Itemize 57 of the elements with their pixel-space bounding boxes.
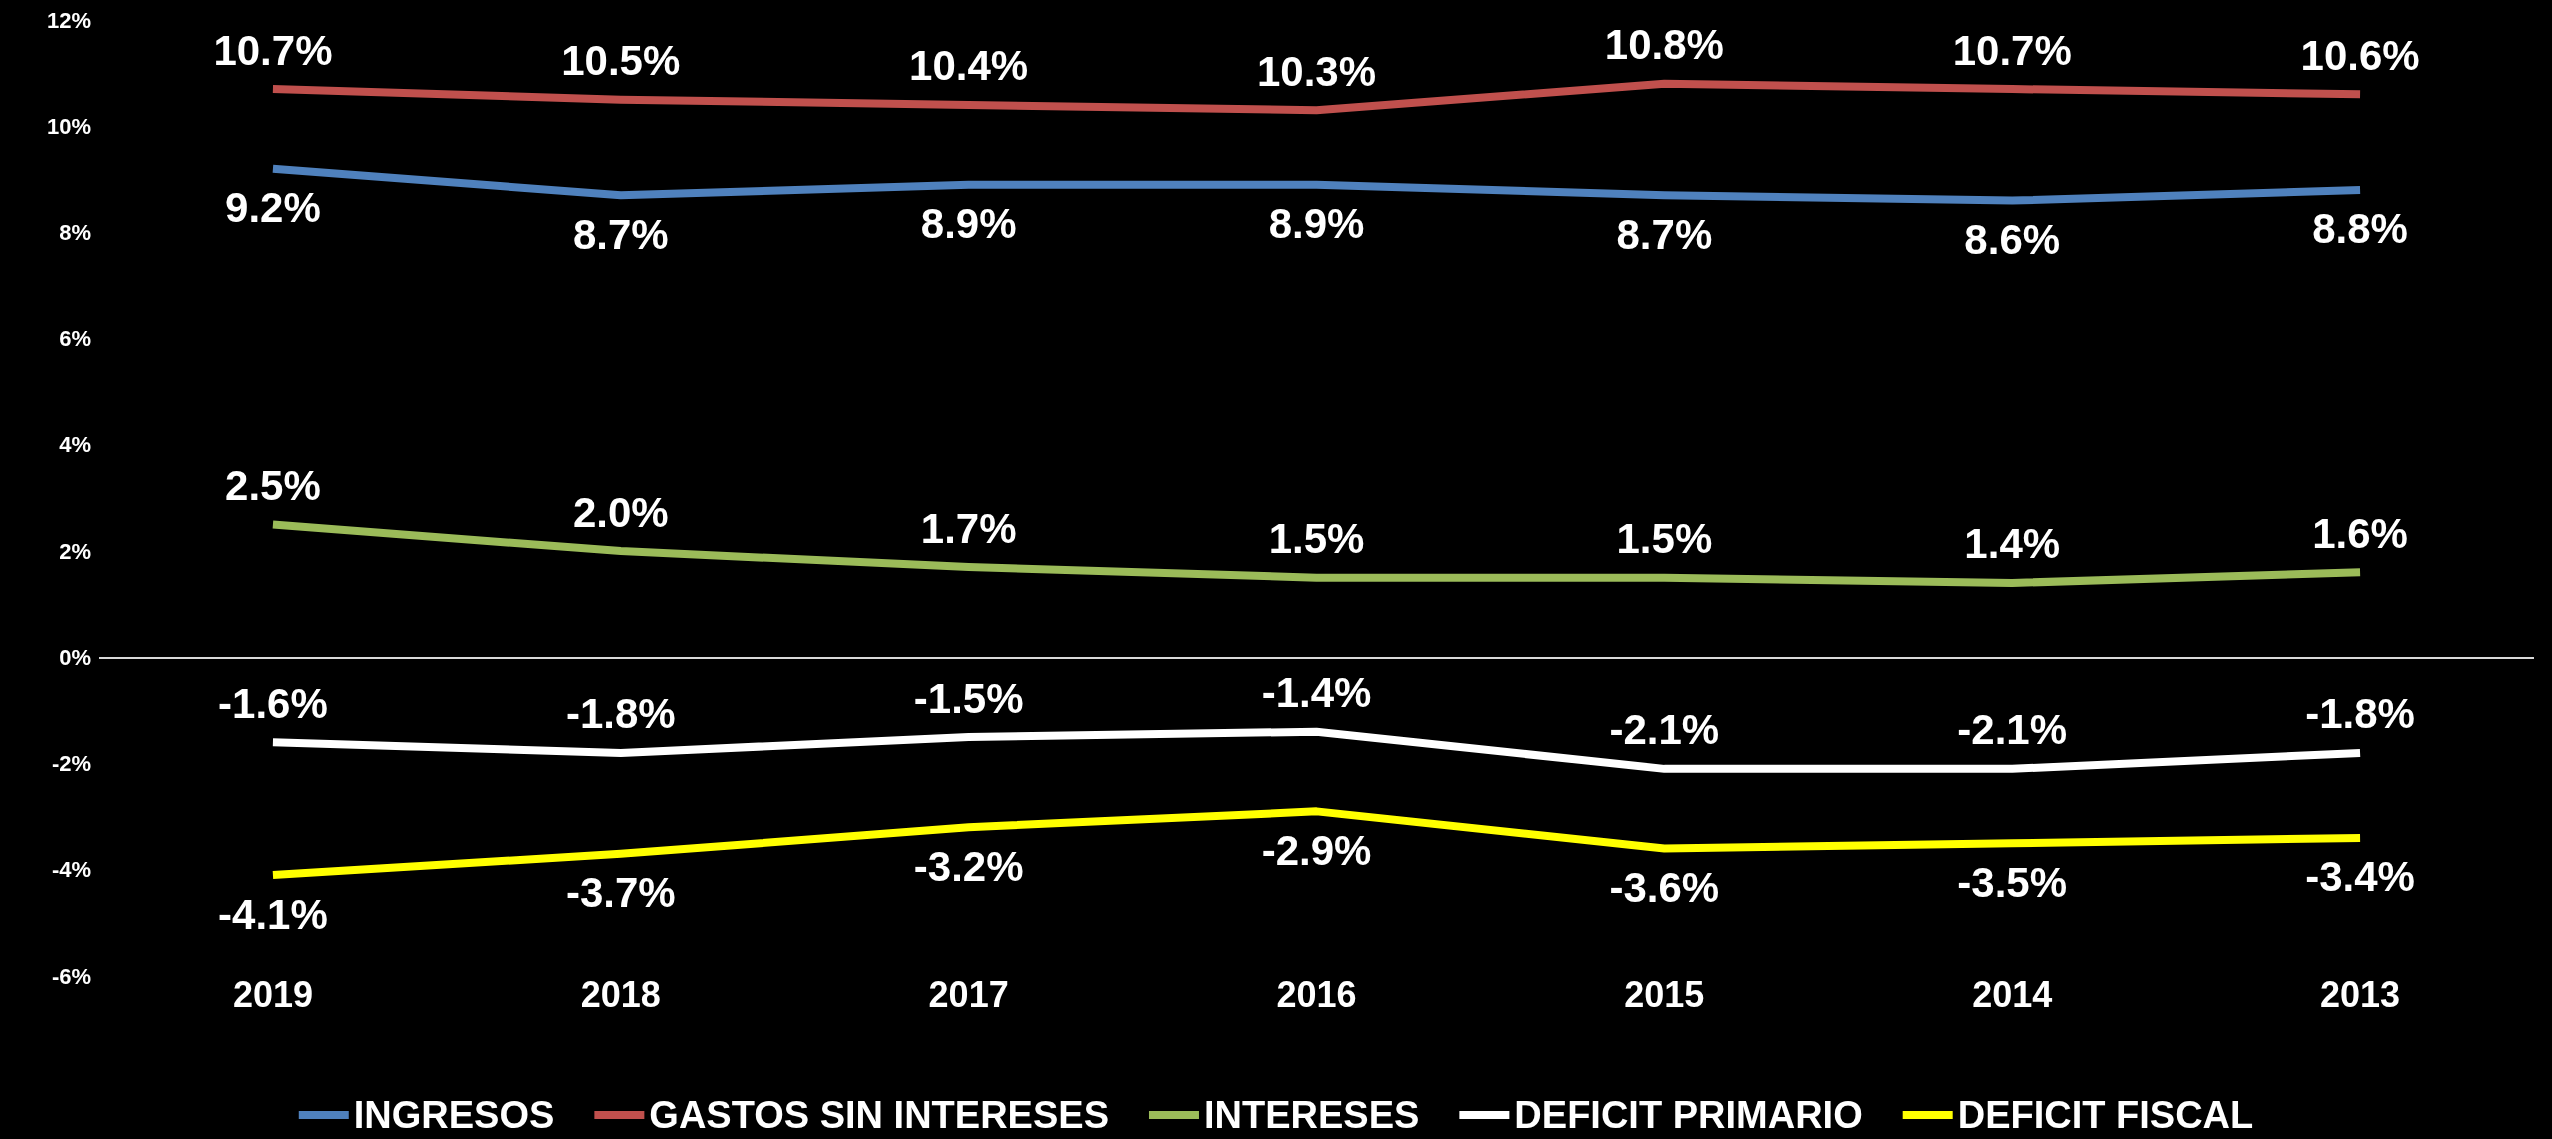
data-label: -3.2% [913, 842, 1024, 890]
data-label: 8.9% [1268, 200, 1365, 248]
data-label: -2.9% [1261, 826, 1372, 874]
data-label: -1.8% [2305, 690, 2415, 738]
data-label: 1.7% [920, 504, 1017, 552]
y-tick-label: -2% [51, 751, 91, 777]
data-label: 2.0% [572, 488, 669, 536]
data-label: -3.6% [1609, 864, 1720, 912]
data-label: 8.6% [1964, 216, 2061, 264]
data-label: 8.7% [572, 210, 669, 258]
data-label: -4.1% [218, 890, 328, 938]
data-label: 1.5% [1616, 515, 1713, 563]
legend-label: INTERESES [1203, 1094, 1420, 1136]
y-tick-label: 2% [59, 538, 91, 564]
y-tick-label: 10% [46, 113, 91, 139]
data-label: 10.7% [1952, 26, 2072, 74]
data-label: -3.4% [2305, 853, 2415, 901]
y-tick-label: 8% [59, 219, 91, 245]
data-label: 1.5% [1268, 515, 1365, 563]
data-label: -1.6% [218, 679, 328, 727]
y-tick-label: 12% [46, 7, 91, 33]
data-label: -2.1% [1609, 706, 1720, 754]
legend-label: INGRESOS [353, 1094, 555, 1136]
x-tick-label: 2014 [1972, 973, 2053, 1015]
x-tick-label: 2013 [2320, 973, 2401, 1015]
data-label: 8.7% [1616, 210, 1713, 258]
y-tick-label: -4% [51, 857, 91, 883]
data-label: -1.5% [913, 674, 1024, 722]
y-tick-label: 0% [59, 644, 91, 670]
data-label: 1.6% [2312, 509, 2408, 557]
data-label: -1.8% [565, 690, 676, 738]
data-label: 10.6% [2300, 31, 2420, 79]
data-label: 10.4% [909, 42, 1029, 90]
x-tick-label: 2015 [1624, 973, 1705, 1015]
x-tick-label: 2018 [580, 973, 661, 1015]
y-tick-label: -6% [51, 963, 91, 989]
y-tick-label: 4% [59, 432, 91, 458]
data-label: -1.4% [1261, 669, 1372, 717]
data-label: 2.5% [225, 462, 321, 510]
data-label: -2.1% [1957, 706, 2068, 754]
data-label: 10.5% [561, 37, 681, 85]
data-label: 8.8% [2312, 205, 2408, 253]
data-label: -3.7% [565, 869, 676, 917]
x-tick-label: 2016 [1276, 973, 1357, 1015]
data-label: 10.7% [213, 26, 333, 74]
x-tick-label: 2019 [232, 973, 313, 1015]
legend-label: GASTOS SIN INTERESES [649, 1094, 1109, 1136]
data-label: 10.8% [1604, 21, 1724, 69]
data-label: 8.9% [920, 200, 1017, 248]
data-label: 9.2% [225, 184, 321, 232]
legend-label: DEFICIT FISCAL [1957, 1094, 2254, 1136]
y-tick-label: 6% [59, 326, 91, 352]
legend-label: DEFICIT PRIMARIO [1514, 1094, 1863, 1136]
data-label: 1.4% [1964, 520, 2061, 568]
data-label: 10.3% [1256, 47, 1377, 95]
data-label: -3.5% [1957, 858, 2068, 906]
x-tick-label: 2017 [928, 973, 1009, 1015]
